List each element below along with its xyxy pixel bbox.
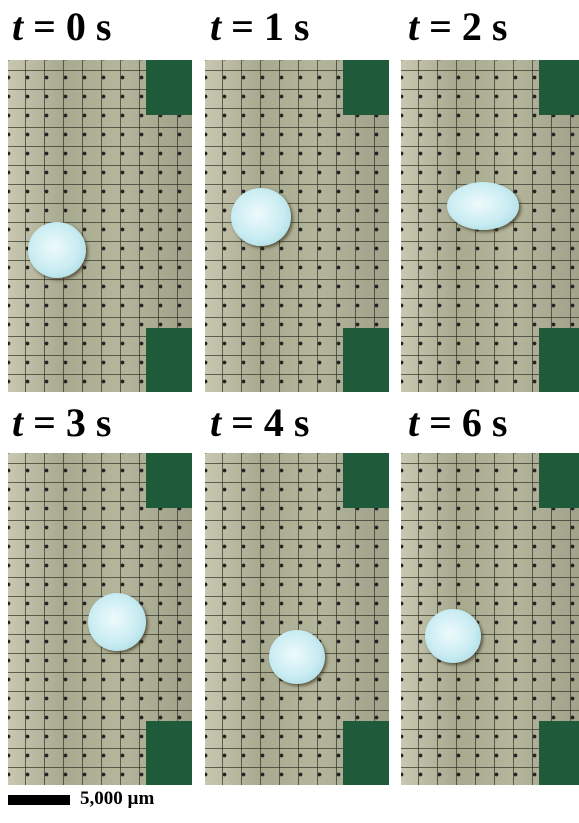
scale-bar bbox=[8, 795, 70, 805]
photo bbox=[401, 453, 579, 785]
panel-label: t = 0 s bbox=[12, 4, 111, 50]
photo bbox=[8, 60, 192, 392]
photo bbox=[8, 453, 192, 785]
green-pad bbox=[539, 453, 579, 508]
panel-label: t = 6 s bbox=[408, 400, 507, 446]
panel-label: t = 3 s bbox=[12, 400, 111, 446]
droplet bbox=[88, 593, 146, 651]
green-pad bbox=[343, 453, 389, 508]
green-pad bbox=[146, 721, 192, 785]
scale-label: 5,000 µm bbox=[80, 788, 154, 810]
green-pad bbox=[146, 453, 192, 508]
panel-label: t = 1 s bbox=[210, 4, 309, 50]
photo bbox=[205, 60, 389, 392]
green-pad bbox=[343, 721, 389, 785]
photo bbox=[401, 60, 579, 392]
figure: t = 0 s t = 1 s t = 2 s t = 3 s t = 4 s … bbox=[0, 0, 579, 823]
green-pad bbox=[146, 60, 192, 115]
green-pad bbox=[343, 60, 389, 115]
droplet bbox=[28, 222, 86, 278]
green-pad bbox=[539, 60, 579, 115]
droplet bbox=[447, 182, 519, 230]
droplet bbox=[231, 188, 291, 246]
green-pad bbox=[343, 328, 389, 392]
panel-label: t = 2 s bbox=[408, 4, 507, 50]
droplet bbox=[269, 630, 325, 684]
green-pad bbox=[539, 328, 579, 392]
panel-label: t = 4 s bbox=[210, 400, 309, 446]
photo bbox=[205, 453, 389, 785]
droplet bbox=[425, 609, 481, 663]
green-pad bbox=[539, 721, 579, 785]
green-pad bbox=[146, 328, 192, 392]
